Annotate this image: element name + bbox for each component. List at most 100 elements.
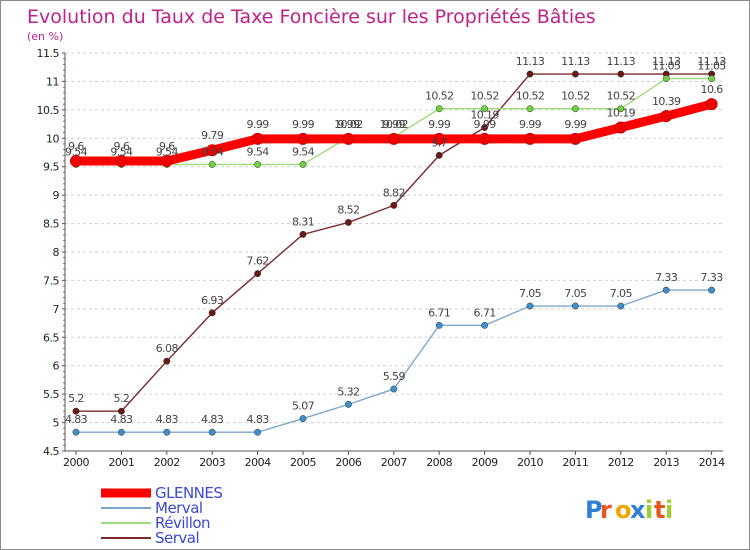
x-tick-label: 2004 xyxy=(245,456,271,469)
data-point xyxy=(342,132,355,145)
data-point xyxy=(344,218,352,226)
data-point xyxy=(163,428,171,436)
data-point xyxy=(481,124,489,131)
data-point xyxy=(662,286,670,294)
data-label: 9.99 xyxy=(292,118,315,131)
x-tick-label: 2012 xyxy=(608,456,634,469)
data-label: 10.52 xyxy=(470,90,499,103)
data-label: 4.83 xyxy=(156,413,179,426)
data-label: 7.62 xyxy=(247,255,269,268)
data-label: 4.83 xyxy=(65,413,88,426)
data-point xyxy=(435,105,443,113)
data-label: 9.99 xyxy=(519,118,542,131)
data-point xyxy=(526,105,534,113)
data-label: 11.13 xyxy=(561,55,590,68)
y-tick-label: 7 xyxy=(53,303,60,316)
data-point xyxy=(72,407,80,415)
data-label: 11.13 xyxy=(516,55,545,68)
data-point xyxy=(481,105,489,113)
x-tick-label: 2008 xyxy=(426,456,452,469)
data-point xyxy=(705,98,718,111)
data-point xyxy=(299,230,307,238)
brand-letter: t xyxy=(654,496,665,524)
y-tick-label: 8 xyxy=(53,246,60,259)
data-label: 9.99 xyxy=(428,118,451,131)
data-point xyxy=(569,132,582,145)
data-point xyxy=(387,132,400,145)
data-point xyxy=(708,75,716,83)
x-tick-label: 2011 xyxy=(562,456,588,469)
data-label: 4.83 xyxy=(110,413,133,426)
data-point xyxy=(660,110,673,123)
data-label: 11.13 xyxy=(652,55,681,68)
data-label: 9.99 xyxy=(564,118,587,131)
legend-label: Merval xyxy=(155,499,203,517)
series-line-merval xyxy=(75,289,713,433)
data-point xyxy=(614,121,627,134)
data-label: 10.6 xyxy=(701,83,724,96)
data-label: 5.2 xyxy=(68,392,84,405)
data-point xyxy=(117,407,125,415)
data-label: 9.54 xyxy=(247,145,270,158)
series-group xyxy=(70,70,718,436)
data-label: 9.6 xyxy=(159,140,175,153)
data-label: 10.02 xyxy=(334,118,363,131)
data-point xyxy=(254,270,262,278)
x-tick-label: 2005 xyxy=(290,456,316,469)
y-axis-ticks: 4.5 5 5.5 6 6.5 7 7.5 8 8.5 9 9.5 10 10.5 11 11.5 xyxy=(37,47,61,458)
data-point xyxy=(526,302,534,310)
y-tick-label: 7.5 xyxy=(43,274,59,287)
data-label: 6.71 xyxy=(474,306,496,319)
brand-letter: P xyxy=(585,496,603,524)
proxiti-logo: Pr ox i t i xyxy=(585,496,673,524)
data-label: 11.13 xyxy=(607,55,636,68)
data-label: 7.33 xyxy=(655,271,678,284)
data-point xyxy=(72,428,80,436)
x-tick-label: 2002 xyxy=(154,456,180,469)
y-tick-label: 9 xyxy=(53,189,60,202)
data-label: 9.7 xyxy=(431,136,447,149)
y-tick-label: 8.5 xyxy=(43,218,59,231)
data-point xyxy=(163,357,171,365)
data-label: 5.2 xyxy=(114,392,130,405)
data-label: 5.07 xyxy=(292,400,315,413)
data-label: 5.32 xyxy=(337,385,359,398)
y-tick-label: 4.5 xyxy=(43,445,59,458)
data-label: 10.19 xyxy=(607,106,636,119)
data-label: 4.83 xyxy=(201,413,224,426)
y-tick-label: 6 xyxy=(53,360,60,373)
data-label: 7.33 xyxy=(701,271,724,284)
data-point xyxy=(160,155,173,168)
y-tick-label: 10.5 xyxy=(37,104,60,117)
data-label: 5.59 xyxy=(383,370,406,383)
data-point xyxy=(708,286,716,294)
y-tick-label: 9.5 xyxy=(43,161,59,174)
data-point xyxy=(251,132,264,145)
data-label: 9.54 xyxy=(110,145,133,158)
y-tick-label: 11.5 xyxy=(37,47,60,60)
data-point xyxy=(70,155,82,168)
data-label: 7.05 xyxy=(519,287,542,300)
brand-letter: r xyxy=(600,496,612,524)
data-label: 9.79 xyxy=(201,129,224,142)
y-tick-label: 11 xyxy=(46,75,59,88)
data-label: 6.93 xyxy=(201,294,224,307)
data-point xyxy=(299,415,307,423)
data-label: 6.71 xyxy=(428,306,450,319)
data-point xyxy=(435,321,443,329)
grid-lines xyxy=(65,52,723,452)
data-label: 10.52 xyxy=(561,90,590,103)
data-label: 10.39 xyxy=(652,95,681,108)
x-tick-label: 2003 xyxy=(199,456,225,469)
chart-subtitle: (en %) xyxy=(27,30,63,43)
x-tick-label: 2001 xyxy=(108,456,134,469)
data-point xyxy=(390,385,398,393)
data-label: 11.13 xyxy=(697,55,726,68)
data-point xyxy=(299,160,307,168)
brand-letter: o xyxy=(615,496,632,524)
data-label: 8.52 xyxy=(337,203,359,216)
data-label: 9.6 xyxy=(68,140,84,153)
data-label: 9.54 xyxy=(65,145,88,158)
